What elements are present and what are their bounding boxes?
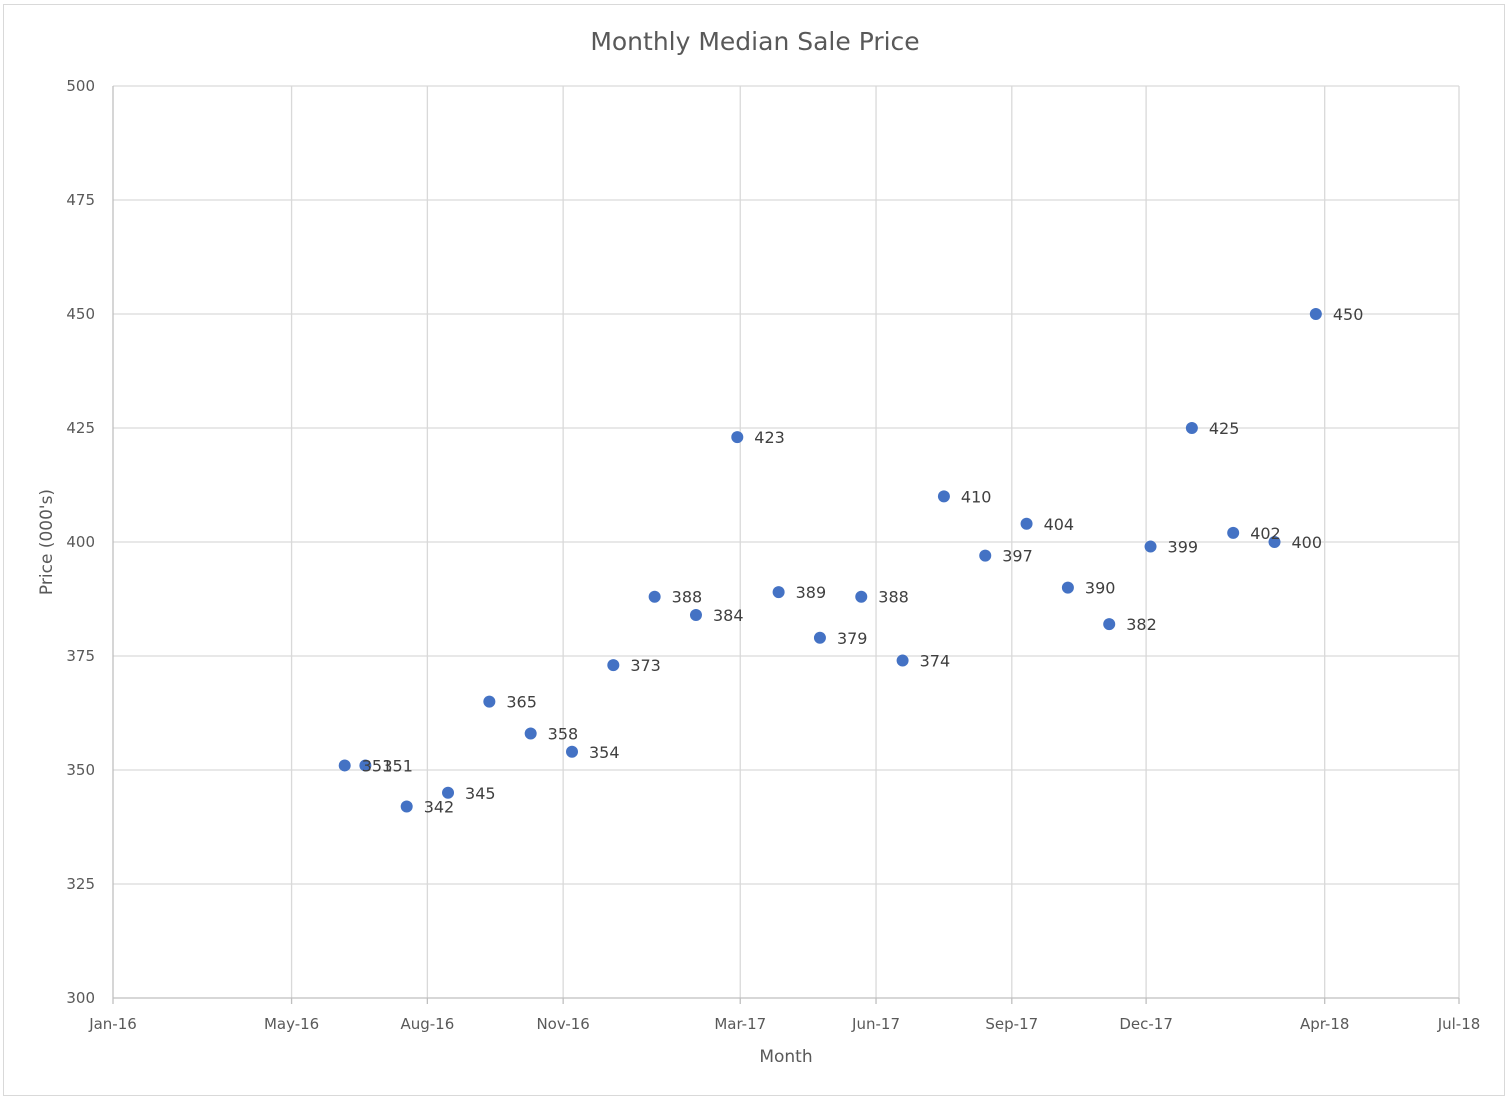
data-point xyxy=(483,695,496,708)
x-tick-label: Jan-16 xyxy=(88,1015,137,1033)
data-point xyxy=(400,800,413,813)
data-point xyxy=(731,431,744,444)
data-label: 354 xyxy=(589,743,620,762)
x-axis-title: Month xyxy=(759,1047,812,1067)
data-point xyxy=(689,608,702,621)
data-point xyxy=(937,490,950,503)
data-point xyxy=(607,659,620,672)
data-label: 358 xyxy=(548,725,579,744)
data-label: 388 xyxy=(878,588,909,607)
x-tick-label: Apr-18 xyxy=(1300,1015,1350,1033)
data-point xyxy=(524,727,537,740)
y-tick-label: 375 xyxy=(66,647,95,665)
x-tick-label: Dec-17 xyxy=(1119,1015,1173,1033)
x-tick-label: May-16 xyxy=(264,1015,319,1033)
data-label: 388 xyxy=(672,588,703,607)
y-tick-label: 400 xyxy=(66,533,95,551)
data-label: 351 xyxy=(382,756,413,775)
data-label: 450 xyxy=(1333,305,1364,324)
data-label: 365 xyxy=(506,693,537,712)
data-label: 425 xyxy=(1209,419,1240,438)
data-point xyxy=(338,759,351,772)
data-point xyxy=(1227,526,1240,539)
data-point xyxy=(896,654,909,667)
data-label: 374 xyxy=(920,652,951,671)
data-label: 390 xyxy=(1085,579,1116,598)
data-label: 389 xyxy=(796,583,827,602)
data-point xyxy=(772,586,785,599)
data-point xyxy=(1309,308,1322,320)
data-point xyxy=(1103,618,1116,631)
data-points xyxy=(338,308,1322,813)
data-point xyxy=(1185,422,1198,434)
x-tick-label: Jun-17 xyxy=(851,1015,900,1033)
data-point xyxy=(648,590,661,603)
x-axis-ticks: Jan-16 May-16 Aug-16 Nov-16 Mar-17 Jun-17 Sep-… xyxy=(88,1015,1480,1033)
y-tick-label: 300 xyxy=(66,989,95,1007)
data-point xyxy=(1268,536,1281,548)
data-point xyxy=(813,631,826,644)
data-label: 410 xyxy=(961,487,992,506)
data-label: 400 xyxy=(1292,533,1323,552)
data-label: 399 xyxy=(1168,538,1199,557)
chart-frame xyxy=(3,4,1505,1096)
chart-title: Monthly Median Sale Price xyxy=(590,27,919,56)
data-point xyxy=(855,590,868,603)
data-point xyxy=(1020,517,1033,530)
y-tick-label: 350 xyxy=(66,761,95,779)
y-tick-label: 450 xyxy=(66,305,95,323)
data-label: 373 xyxy=(630,656,661,675)
data-point xyxy=(565,745,578,758)
data-label: 397 xyxy=(1002,547,1033,566)
data-label: 423 xyxy=(754,428,785,447)
data-point xyxy=(979,549,992,562)
x-tick-label: Nov-16 xyxy=(536,1015,589,1033)
data-label: 345 xyxy=(465,784,496,803)
data-label: 404 xyxy=(1044,515,1075,534)
x-tick-label: Aug-16 xyxy=(400,1015,454,1033)
y-tick-label: 475 xyxy=(66,191,95,209)
data-label: 379 xyxy=(837,629,868,648)
data-label: 402 xyxy=(1250,524,1281,543)
gridlines xyxy=(113,85,1460,998)
data-label: 342 xyxy=(424,797,455,816)
data-label: 382 xyxy=(1126,615,1157,634)
y-axis-ticks: 300 325 350 375 400 425 450 475 500 xyxy=(66,77,95,1007)
x-tick-label: Sep-17 xyxy=(985,1015,1038,1033)
data-point xyxy=(442,786,455,799)
data-point xyxy=(1061,581,1074,594)
data-label: 351 xyxy=(362,756,393,775)
x-tick-label: Jul-18 xyxy=(1437,1015,1481,1033)
data-label: 384 xyxy=(713,606,744,625)
axes xyxy=(112,86,1460,1004)
y-tick-label: 500 xyxy=(66,77,95,95)
x-tick-label: Mar-17 xyxy=(714,1015,766,1033)
data-point xyxy=(359,759,372,772)
y-tick-label: 325 xyxy=(66,875,95,893)
data-point xyxy=(1144,540,1157,553)
y-axis-title: Price (000's) xyxy=(37,489,57,595)
y-tick-label: 425 xyxy=(66,419,95,437)
